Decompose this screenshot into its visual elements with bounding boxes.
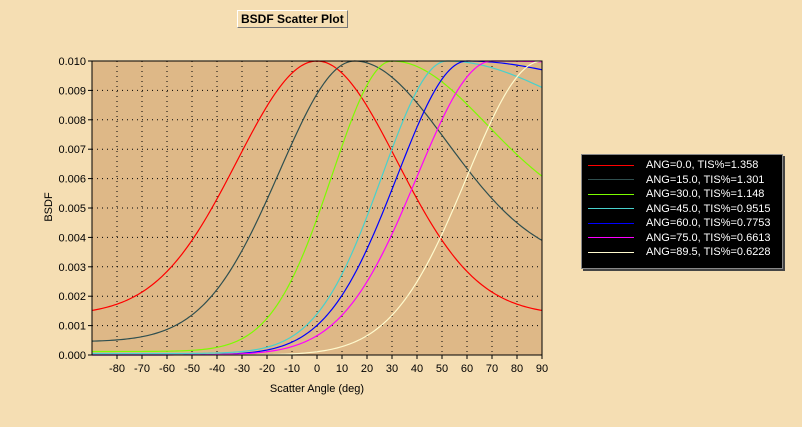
- legend-item: ANG=15.0, TIS%=1.301: [588, 174, 764, 186]
- x-tick-label: -20: [259, 363, 275, 375]
- legend-label: ANG=45.0, TIS%=0.9515: [646, 202, 771, 215]
- legend-item: ANG=0.0, TIS%=1.358: [588, 159, 758, 171]
- legend-swatch: [588, 179, 634, 180]
- x-tick-label: 10: [336, 363, 348, 375]
- y-axis-label: BSDF: [43, 192, 55, 222]
- legend-item: ANG=75.0, TIS%=0.6613: [588, 232, 771, 244]
- x-tick-label: 50: [436, 363, 448, 375]
- x-tick-label: 70: [486, 363, 498, 375]
- x-tick-label: 40: [411, 363, 423, 375]
- legend-swatch: [588, 222, 634, 224]
- x-tick-label: 80: [511, 363, 523, 375]
- legend-item: ANG=45.0, TIS%=0.9515: [588, 203, 771, 215]
- legend-item: ANG=30.0, TIS%=1.148: [588, 188, 764, 200]
- series-line-2: [91, 60, 543, 342]
- legend-swatch: [588, 251, 634, 253]
- x-axis: -80 -70 -60 -50 -40 -30 -20 -10 0 10 20 30 40 50 60 70 8…: [109, 355, 548, 375]
- series-line-3: [92, 60, 543, 353]
- legend-label: ANG=75.0, TIS%=0.6613: [646, 231, 771, 244]
- x-tick-label: -70: [134, 363, 150, 375]
- x-tick-label: -60: [159, 363, 175, 375]
- legend-swatch: [588, 193, 634, 195]
- y-tick-label: 0.002: [58, 291, 86, 303]
- legend-label: ANG=15.0, TIS%=1.301: [646, 173, 765, 186]
- x-tick-label: -80: [109, 363, 125, 375]
- legend-label: ANG=30.0, TIS%=1.148: [646, 188, 765, 200]
- y-tick-label: 0.003: [58, 262, 86, 274]
- x-tick-label: 20: [361, 363, 373, 375]
- x-tick-label: -50: [184, 363, 200, 375]
- y-tick-label: 0.004: [58, 232, 86, 244]
- x-tick-label: 30: [386, 363, 398, 375]
- legend-label: ANG=89.5, TIS%=0.6228: [646, 246, 771, 258]
- x-axis-label: Scatter Angle (deg): [270, 383, 364, 395]
- y-tick-label: 0.009: [58, 85, 86, 97]
- chart-title: BSDF Scatter Plot: [237, 10, 348, 28]
- y-tick-label: 0.010: [58, 56, 86, 68]
- x-tick-label: 60: [461, 363, 473, 375]
- legend-swatch: [588, 237, 634, 238]
- y-tick-label: 0.008: [58, 115, 86, 127]
- legend-item: ANG=60.0, TIS%=0.7753: [588, 217, 771, 229]
- y-tick-label: 0.005: [58, 203, 86, 215]
- y-tick-label: 0.001: [58, 321, 86, 333]
- legend-swatch: [588, 164, 634, 166]
- x-tick-label: 0: [314, 363, 320, 375]
- x-tick-label: 90: [536, 363, 548, 375]
- legend: ANG=0.0, TIS%=1.358 ANG=15.0, TIS%=1.301 A…: [581, 154, 783, 269]
- legend-label: ANG=0.0, TIS%=1.358: [646, 159, 759, 171]
- y-tick-label: 0.000: [58, 350, 86, 362]
- y-tick-label: 0.006: [58, 174, 86, 186]
- x-tick-label: -30: [234, 363, 250, 375]
- series-group: [91, 60, 543, 356]
- legend-label: ANG=60.0, TIS%=0.7753: [646, 217, 771, 229]
- x-tick-label: -40: [209, 363, 225, 375]
- y-tick-label: 0.007: [58, 144, 86, 156]
- x-tick-label: -10: [284, 363, 300, 375]
- y-axis: 0.000 0.001 0.002 0.003 0.004 0.005 0.006 0.007…: [58, 56, 92, 362]
- legend-item: ANG=89.5, TIS%=0.6228: [588, 246, 771, 258]
- legend-swatch: [588, 208, 634, 209]
- series-line-4: [92, 60, 543, 355]
